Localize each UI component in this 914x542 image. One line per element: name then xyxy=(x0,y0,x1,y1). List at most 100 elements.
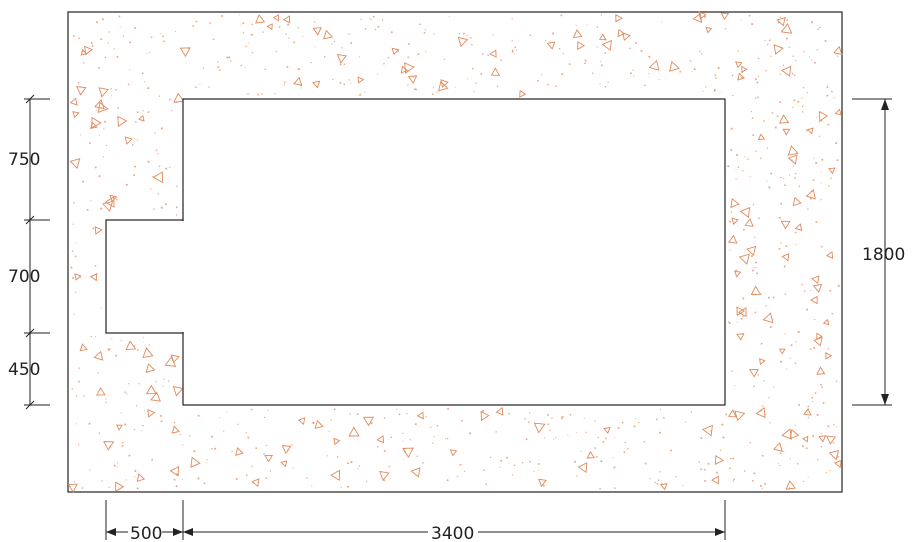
hatch-dot xyxy=(802,480,805,483)
hatch-dot xyxy=(814,392,817,394)
hatch-dot xyxy=(226,411,228,413)
hatch-dot xyxy=(730,127,733,130)
hatch-dot xyxy=(387,56,390,59)
hatch-dot xyxy=(819,383,823,386)
hatch-dot xyxy=(801,111,804,113)
hatch-dot xyxy=(524,417,526,420)
hatch-dot xyxy=(818,135,821,137)
hatch-aggregate xyxy=(816,332,823,340)
hatch-dot xyxy=(422,462,424,464)
hatch-dot xyxy=(489,456,492,459)
hatch-dot xyxy=(748,14,751,17)
hatch-dot xyxy=(100,307,102,309)
hatch-dot xyxy=(228,56,231,59)
hatch-aggregate xyxy=(833,459,842,469)
hatch-dot xyxy=(586,24,588,26)
hatch-dot xyxy=(795,341,797,343)
hatch-dot xyxy=(179,433,181,436)
hatch-aggregate xyxy=(816,366,826,375)
hatch-dot xyxy=(553,438,555,440)
hatch-aggregate xyxy=(323,29,334,40)
hatch-dot xyxy=(480,72,483,75)
hatch-aggregate xyxy=(739,206,751,219)
hatch-dot xyxy=(562,52,564,55)
hatch-dot xyxy=(826,86,829,89)
hatch-aggregate xyxy=(805,188,816,200)
hatch-dot xyxy=(780,202,783,205)
hatch-dot xyxy=(817,458,819,461)
hatch-dot xyxy=(175,206,178,209)
hatch-dot xyxy=(761,454,764,457)
hatch-dot xyxy=(818,121,821,123)
hatch-aggregate xyxy=(96,387,106,396)
hatch-aggregate xyxy=(834,108,842,116)
hatch-dot xyxy=(778,216,781,219)
hatch-aggregate xyxy=(333,437,341,446)
hatch-dot xyxy=(131,144,134,146)
right-dimension: 1800 xyxy=(852,98,905,406)
hatch-dot xyxy=(826,94,829,97)
hatch-aggregate xyxy=(736,333,745,341)
hatch-dot xyxy=(197,414,200,417)
hatch-dot xyxy=(136,139,138,141)
hatch-dot xyxy=(383,417,386,419)
hatch-dot xyxy=(640,49,643,52)
hatch-aggregate xyxy=(457,36,469,48)
hatch-dot xyxy=(160,33,162,35)
hatch-aggregate xyxy=(711,475,719,485)
hatch-dot xyxy=(159,414,162,417)
hatch-dot xyxy=(116,55,119,58)
dim-500-label: 500 xyxy=(130,524,162,542)
hatch-dot xyxy=(424,28,427,31)
hatch-dot xyxy=(73,201,75,204)
hatch-dot xyxy=(772,296,775,299)
hatch-aggregate xyxy=(572,28,583,38)
hatch-dot xyxy=(766,180,768,182)
hatch-dot xyxy=(765,305,767,307)
hatch-dot xyxy=(811,21,814,24)
hatch-dot xyxy=(815,162,818,165)
hatch-dot xyxy=(675,476,677,478)
hatch-dot xyxy=(366,480,368,482)
hatch-dot xyxy=(736,321,738,323)
hatch-dot xyxy=(657,479,660,481)
hatch-dot xyxy=(163,378,165,380)
hatch-aggregate xyxy=(734,270,742,278)
hatch-dot xyxy=(757,75,760,77)
hatch-dot xyxy=(248,42,250,44)
hatch-dot xyxy=(275,50,277,53)
hatch-aggregate xyxy=(109,194,118,203)
hatch-dot xyxy=(467,78,469,80)
hatch-aggregate xyxy=(94,226,103,235)
hatch-dot xyxy=(820,171,822,174)
hatch-dot xyxy=(835,380,838,383)
hatch-dot xyxy=(719,449,722,452)
hatch-dot xyxy=(119,26,121,28)
hatch-dot xyxy=(90,335,92,338)
hatch-dot xyxy=(343,83,346,86)
hatch-aggregate xyxy=(825,352,833,360)
hatch-dot xyxy=(733,478,736,481)
hatch-dot xyxy=(757,374,760,376)
hatch-dot xyxy=(649,477,651,480)
hatch-dot xyxy=(150,36,153,39)
hatch-aggregate xyxy=(115,424,123,431)
dim-3400-label: 3400 xyxy=(431,524,474,542)
bottom-dimension-chain: 500 3400 xyxy=(105,500,726,542)
hatch-dot xyxy=(460,419,463,422)
hatch-dot xyxy=(830,177,832,179)
hatch-dot xyxy=(822,401,825,404)
hatch-dot xyxy=(336,456,339,458)
hatch-dot xyxy=(751,117,754,119)
hatch-aggregate xyxy=(727,234,738,244)
hatch-dot xyxy=(614,437,616,439)
hatch-dot xyxy=(656,483,659,485)
hatch-aggregate xyxy=(818,435,827,443)
hatch-dot xyxy=(735,269,738,272)
hatch-dot xyxy=(558,47,561,50)
hatch-dot xyxy=(390,436,393,439)
hatch-aggregate xyxy=(117,115,128,128)
hatch-dot xyxy=(274,93,276,95)
hatch-dot xyxy=(693,68,696,71)
